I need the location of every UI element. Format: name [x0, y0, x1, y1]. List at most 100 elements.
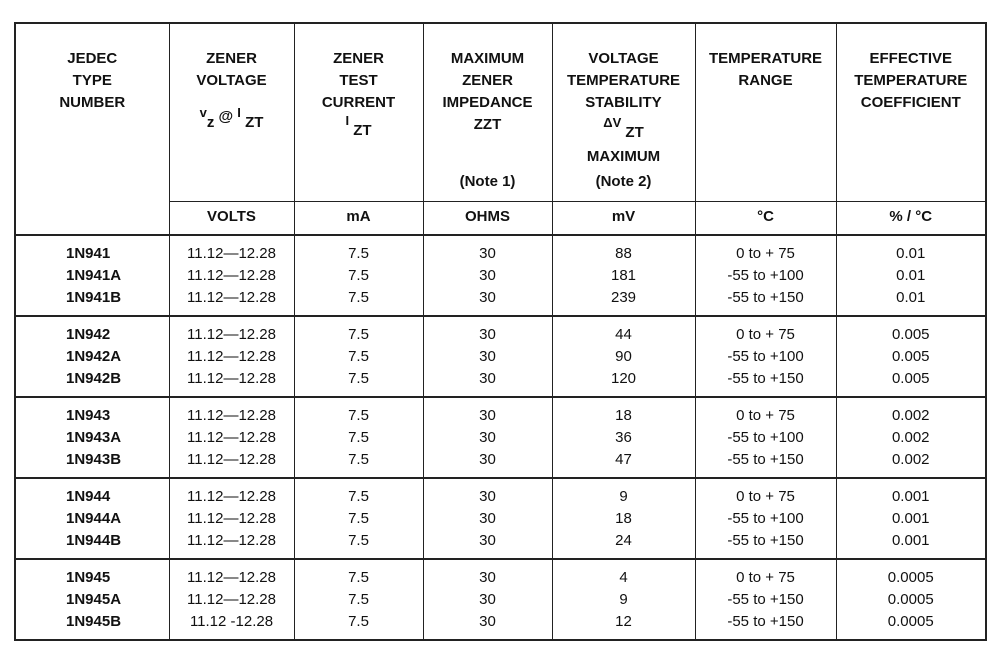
cell-zener-voltage: 11.12—12.28 — [168, 588, 295, 611]
cell-type-number: 1N943B — [14, 448, 170, 478]
cell-temp-coefficient: 0.001 — [835, 477, 987, 508]
table-row: 1N944 11.12—12.28 7.5 30 9 0 to + 75 0.001 — [14, 477, 987, 508]
cell-temperature-range: 0 to + 75 — [694, 558, 837, 589]
cell-zener-voltage: 11.12—12.28 — [168, 286, 295, 316]
cell-max-impedance: 30 — [422, 396, 553, 427]
unit-ma: mA — [293, 200, 424, 235]
cell-temp-coefficient: 0.01 — [835, 264, 987, 287]
test-current-symbol: I ZT — [345, 113, 372, 139]
cell-temp-coefficient: 0.01 — [835, 286, 987, 316]
header-jedec-type-number: JEDEC TYPE NUMBER — [14, 23, 170, 235]
cell-temperature-range: -55 to +150 — [694, 367, 837, 397]
cell-voltage-stability: 88 — [551, 234, 696, 265]
cell-max-impedance: 30 — [422, 610, 553, 640]
unit-ohms: OHMS — [422, 200, 553, 235]
cell-temp-coefficient: 0.001 — [835, 529, 987, 559]
cell-max-impedance: 30 — [422, 286, 553, 316]
cell-voltage-stability: 4 — [551, 558, 696, 589]
header-voltage-temperature-stability: VOLTAGE TEMPERATURE STABILITY ΔV ZT MAXIMU… — [551, 23, 696, 201]
cell-temp-coefficient: 0.0005 — [835, 588, 987, 611]
cell-voltage-stability: 47 — [551, 448, 696, 478]
table-row: 1N945A 11.12—12.28 7.5 30 9 -55 to +150 0.0005 — [14, 588, 987, 611]
cell-test-current: 7.5 — [293, 558, 424, 589]
table-row: 1N941 11.12—12.28 7.5 30 88 0 to + 75 0.01 — [14, 234, 987, 265]
device-group: 1N943 11.12—12.28 7.5 30 18 0 to + 75 0.002 1N9… — [14, 396, 987, 478]
cell-max-impedance: 30 — [422, 234, 553, 265]
cell-type-number: 1N945A — [14, 588, 170, 611]
table-row: 1N944B 11.12—12.28 7.5 30 24 -55 to +150 0.001 — [14, 529, 987, 559]
cell-type-number: 1N944A — [14, 507, 170, 530]
cell-zener-voltage: 11.12 -12.28 — [168, 610, 295, 640]
cell-type-number: 1N942B — [14, 367, 170, 397]
cell-temperature-range: -55 to +150 — [694, 448, 837, 478]
cell-type-number: 1N943A — [14, 426, 170, 449]
cell-max-impedance: 30 — [422, 264, 553, 287]
cell-voltage-stability: 18 — [551, 507, 696, 530]
cell-zener-voltage: 11.12—12.28 — [168, 448, 295, 478]
cell-type-number: 1N942A — [14, 345, 170, 368]
cell-type-number: 1N941 — [14, 234, 170, 265]
cell-temperature-range: -55 to +150 — [694, 286, 837, 316]
cell-zener-voltage: 11.12—12.28 — [168, 507, 295, 530]
cell-temp-coefficient: 0.0005 — [835, 558, 987, 589]
cell-voltage-stability: 44 — [551, 315, 696, 346]
cell-test-current: 7.5 — [293, 426, 424, 449]
table-row: 1N943 11.12—12.28 7.5 30 18 0 to + 75 0.002 — [14, 396, 987, 427]
cell-test-current: 7.5 — [293, 477, 424, 508]
cell-max-impedance: 30 — [422, 477, 553, 508]
cell-type-number: 1N943 — [14, 396, 170, 427]
device-group: 1N944 11.12—12.28 7.5 30 9 0 to + 75 0.001 1N94… — [14, 477, 987, 559]
cell-temperature-range: -55 to +150 — [694, 529, 837, 559]
zener-diode-spec-table: JEDEC TYPE NUMBER ZENER VOLTAGE vz @ I ZT Z… — [14, 22, 987, 641]
cell-temp-coefficient: 0.005 — [835, 345, 987, 368]
cell-test-current: 7.5 — [293, 286, 424, 316]
unit-mv: mV — [551, 200, 696, 235]
zener-voltage-symbol: vz @ I ZT — [199, 105, 264, 131]
cell-zener-voltage: 11.12—12.28 — [168, 315, 295, 346]
note-2: (Note 2) — [595, 172, 652, 190]
header-effective-temperature-coefficient: EFFECTIVE TEMPERATURE COEFFICIENT — [835, 23, 987, 201]
cell-max-impedance: 30 — [422, 507, 553, 530]
unit-percent-per-celsius: % / °C — [835, 200, 987, 235]
table-row: 1N942 11.12—12.28 7.5 30 44 0 to + 75 0.005 — [14, 315, 987, 346]
cell-temperature-range: 0 to + 75 — [694, 396, 837, 427]
cell-test-current: 7.5 — [293, 264, 424, 287]
cell-zener-voltage: 11.12—12.28 — [168, 345, 295, 368]
cell-test-current: 7.5 — [293, 529, 424, 559]
cell-type-number: 1N944 — [14, 477, 170, 508]
table-row: 1N943B 11.12—12.28 7.5 30 47 -55 to +150 0.002 — [14, 448, 987, 478]
cell-type-number: 1N942 — [14, 315, 170, 346]
cell-temp-coefficient: 0.002 — [835, 448, 987, 478]
cell-temperature-range: -55 to +100 — [694, 345, 837, 368]
cell-voltage-stability: 239 — [551, 286, 696, 316]
table-row: 1N945 11.12—12.28 7.5 30 4 0 to + 75 0.0005 — [14, 558, 987, 589]
delta-v-symbol: ΔV ZT — [603, 115, 644, 141]
cell-temp-coefficient: 0.005 — [835, 367, 987, 397]
cell-temperature-range: -55 to +150 — [694, 588, 837, 611]
cell-zener-voltage: 11.12—12.28 — [168, 426, 295, 449]
cell-test-current: 7.5 — [293, 610, 424, 640]
cell-test-current: 7.5 — [293, 315, 424, 346]
cell-zener-voltage: 11.12—12.28 — [168, 477, 295, 508]
cell-zener-voltage: 11.12—12.28 — [168, 529, 295, 559]
device-group: 1N945 11.12—12.28 7.5 30 4 0 to + 75 0.0005 1N9… — [14, 558, 987, 640]
cell-type-number: 1N941B — [14, 286, 170, 316]
table-row: 1N941B 11.12—12.28 7.5 30 239 -55 to +150 0.01 — [14, 286, 987, 316]
cell-type-number: 1N945B — [14, 610, 170, 640]
table-row: 1N945B 11.12 -12.28 7.5 30 12 -55 to +150 0.00… — [14, 610, 987, 640]
cell-max-impedance: 30 — [422, 315, 553, 346]
cell-voltage-stability: 120 — [551, 367, 696, 397]
device-group: 1N941 11.12—12.28 7.5 30 88 0 to + 75 0.01 1N94… — [14, 234, 987, 316]
table-row: 1N941A 11.12—12.28 7.5 30 181 -55 to +100 0.01 — [14, 264, 987, 287]
cell-type-number: 1N941A — [14, 264, 170, 287]
cell-max-impedance: 30 — [422, 345, 553, 368]
header-maximum-zener-impedance: MAXIMUM ZENER IMPEDANCE ZZT (Note 1) — [422, 23, 553, 201]
cell-zener-voltage: 11.12—12.28 — [168, 234, 295, 265]
cell-zener-voltage: 11.12—12.28 — [168, 367, 295, 397]
cell-voltage-stability: 36 — [551, 426, 696, 449]
note-1: (Note 1) — [459, 172, 516, 190]
header-zener-voltage: ZENER VOLTAGE vz @ I ZT — [168, 23, 295, 201]
table-row: 1N942B 11.12—12.28 7.5 30 120 -55 to +150 0.00… — [14, 367, 987, 397]
cell-temperature-range: -55 to +100 — [694, 507, 837, 530]
cell-max-impedance: 30 — [422, 367, 553, 397]
